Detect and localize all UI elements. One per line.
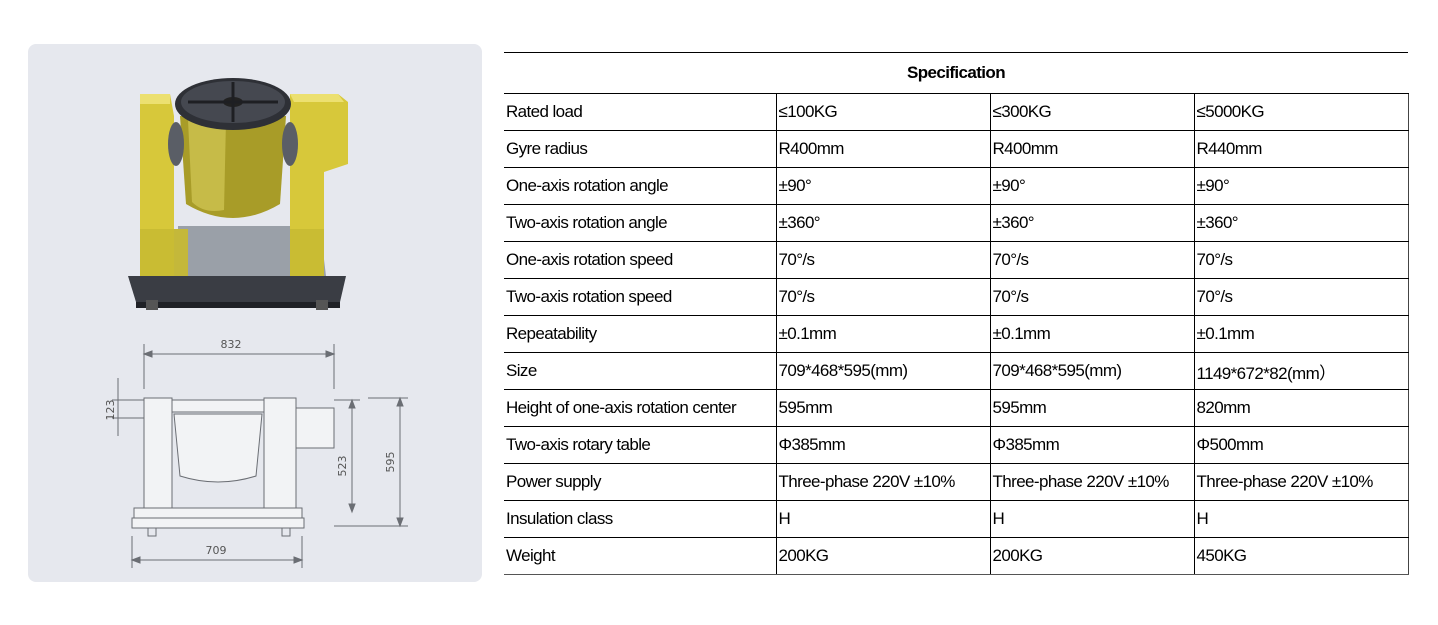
table-row: Power supply Three-phase 220V ±10% Three-p… — [504, 463, 1409, 501]
dim-width-top: 832 — [221, 338, 242, 351]
table-row: Two-axis rotary table Φ385mm Φ385mm Φ500mm — [504, 426, 1409, 464]
value-cell-100kg: 70°/s — [775, 278, 991, 316]
table-row: Height of one-axis rotation center 595mm 5… — [504, 389, 1409, 427]
value-cell-300kg: ±0.1mm — [989, 315, 1195, 353]
value-cell-5000kg: 70°/s — [1193, 241, 1409, 279]
value-cell-300kg: 70°/s — [989, 241, 1195, 279]
value-cell-100kg: ≤100KG — [775, 93, 991, 131]
table-row: One-axis rotation speed 70°/s 70°/s 70°/s — [504, 241, 1409, 279]
value-cell-5000kg: ±0.1mm — [1193, 315, 1409, 353]
value-cell-300kg: ±90° — [989, 167, 1195, 205]
value-cell-300kg: Three-phase 220V ±10% — [989, 463, 1195, 501]
param-cell: Gyre radius — [504, 130, 777, 168]
value-cell-5000kg: R440mm — [1193, 130, 1409, 168]
table-row: Weight 200KG 200KG 450KG — [504, 537, 1409, 575]
value-cell-300kg: Φ385mm — [989, 426, 1195, 464]
param-cell: Size — [504, 352, 777, 390]
table-row: Insulation class H H H — [504, 500, 1409, 538]
value-cell-300kg: ±360° — [989, 204, 1195, 242]
specification-table-wrapper: Specification Rated load ≤100KG ≤300KG ≤500… — [504, 52, 1409, 575]
value-cell-5000kg: Φ500mm — [1193, 426, 1409, 464]
table-body: Rated load ≤100KG ≤300KG ≤5000KG Gyre radius… — [504, 93, 1409, 575]
table-title: Specification — [504, 52, 1409, 94]
table-row: Size 709*468*595(mm) 709*468*595(mm) 1149*6… — [504, 352, 1409, 390]
param-cell: Two-axis rotation angle — [504, 204, 777, 242]
value-cell-300kg: ≤300KG — [989, 93, 1195, 131]
param-cell: One-axis rotation angle — [504, 167, 777, 205]
param-cell: Insulation class — [504, 500, 777, 538]
table-row: One-axis rotation angle ±90° ±90° ±90° — [504, 167, 1409, 205]
dim-left-height: 123 — [104, 400, 117, 421]
param-cell: Weight — [504, 537, 777, 575]
param-cell: Repeatability — [504, 315, 777, 353]
table-row: Gyre radius R400mm R400mm R440mm — [504, 130, 1409, 168]
value-cell-300kg: H — [989, 500, 1195, 538]
positioner-3d-render — [128, 78, 348, 310]
param-cell: Height of one-axis rotation center — [504, 389, 777, 427]
value-cell-100kg: 70°/s — [775, 241, 991, 279]
value-cell-100kg: H — [775, 500, 991, 538]
dim-total-height: 595 — [384, 452, 397, 473]
value-cell-5000kg: ±90° — [1193, 167, 1409, 205]
positioner-illustration: 832 709 123 523 595 — [104, 78, 408, 568]
value-cell-300kg: 709*468*595(mm) — [989, 352, 1195, 390]
table-row: Repeatability ±0.1mm ±0.1mm ±0.1mm — [504, 315, 1409, 353]
value-cell-300kg: 70°/s — [989, 278, 1195, 316]
param-cell: Power supply — [504, 463, 777, 501]
dimension-drawing — [112, 344, 408, 568]
value-cell-100kg: ±360° — [775, 204, 991, 242]
value-cell-5000kg: H — [1193, 500, 1409, 538]
table-row: Two-axis rotation speed 70°/s 70°/s 70°/s — [504, 278, 1409, 316]
value-cell-100kg: R400mm — [775, 130, 991, 168]
table-row: Rated load ≤100KG ≤300KG ≤5000KG — [504, 93, 1409, 131]
value-cell-100kg: Φ385mm — [775, 426, 991, 464]
dim-width-bottom: 709 — [206, 544, 227, 557]
value-cell-5000kg: 1149*672*82(mm） — [1193, 352, 1409, 390]
param-cell: Two-axis rotation speed — [504, 278, 777, 316]
value-cell-100kg: ±90° — [775, 167, 991, 205]
product-image-panel: 832 709 123 523 595 — [28, 44, 482, 582]
value-cell-100kg: 200KG — [775, 537, 991, 575]
specification-table: Specification Rated load ≤100KG ≤300KG ≤500… — [504, 52, 1409, 575]
value-cell-100kg: 595mm — [775, 389, 991, 427]
table-row: Two-axis rotation angle ±360° ±360° ±360° — [504, 204, 1409, 242]
param-cell: One-axis rotation speed — [504, 241, 777, 279]
value-cell-100kg: Three-phase 220V ±10% — [775, 463, 991, 501]
value-cell-5000kg: ±360° — [1193, 204, 1409, 242]
value-cell-5000kg: 70°/s — [1193, 278, 1409, 316]
value-cell-300kg: 200KG — [989, 537, 1195, 575]
value-cell-100kg: 709*468*595(mm) — [775, 352, 991, 390]
value-cell-5000kg: 820mm — [1193, 389, 1409, 427]
value-cell-300kg: R400mm — [989, 130, 1195, 168]
value-cell-5000kg: 450KG — [1193, 537, 1409, 575]
value-cell-5000kg: Three-phase 220V ±10% — [1193, 463, 1409, 501]
param-cell: Rated load — [504, 93, 777, 131]
value-cell-100kg: ±0.1mm — [775, 315, 991, 353]
value-cell-5000kg: ≤5000KG — [1193, 93, 1409, 131]
param-cell: Two-axis rotary table — [504, 426, 777, 464]
dim-inner-height: 523 — [336, 456, 349, 477]
value-cell-300kg: 595mm — [989, 389, 1195, 427]
